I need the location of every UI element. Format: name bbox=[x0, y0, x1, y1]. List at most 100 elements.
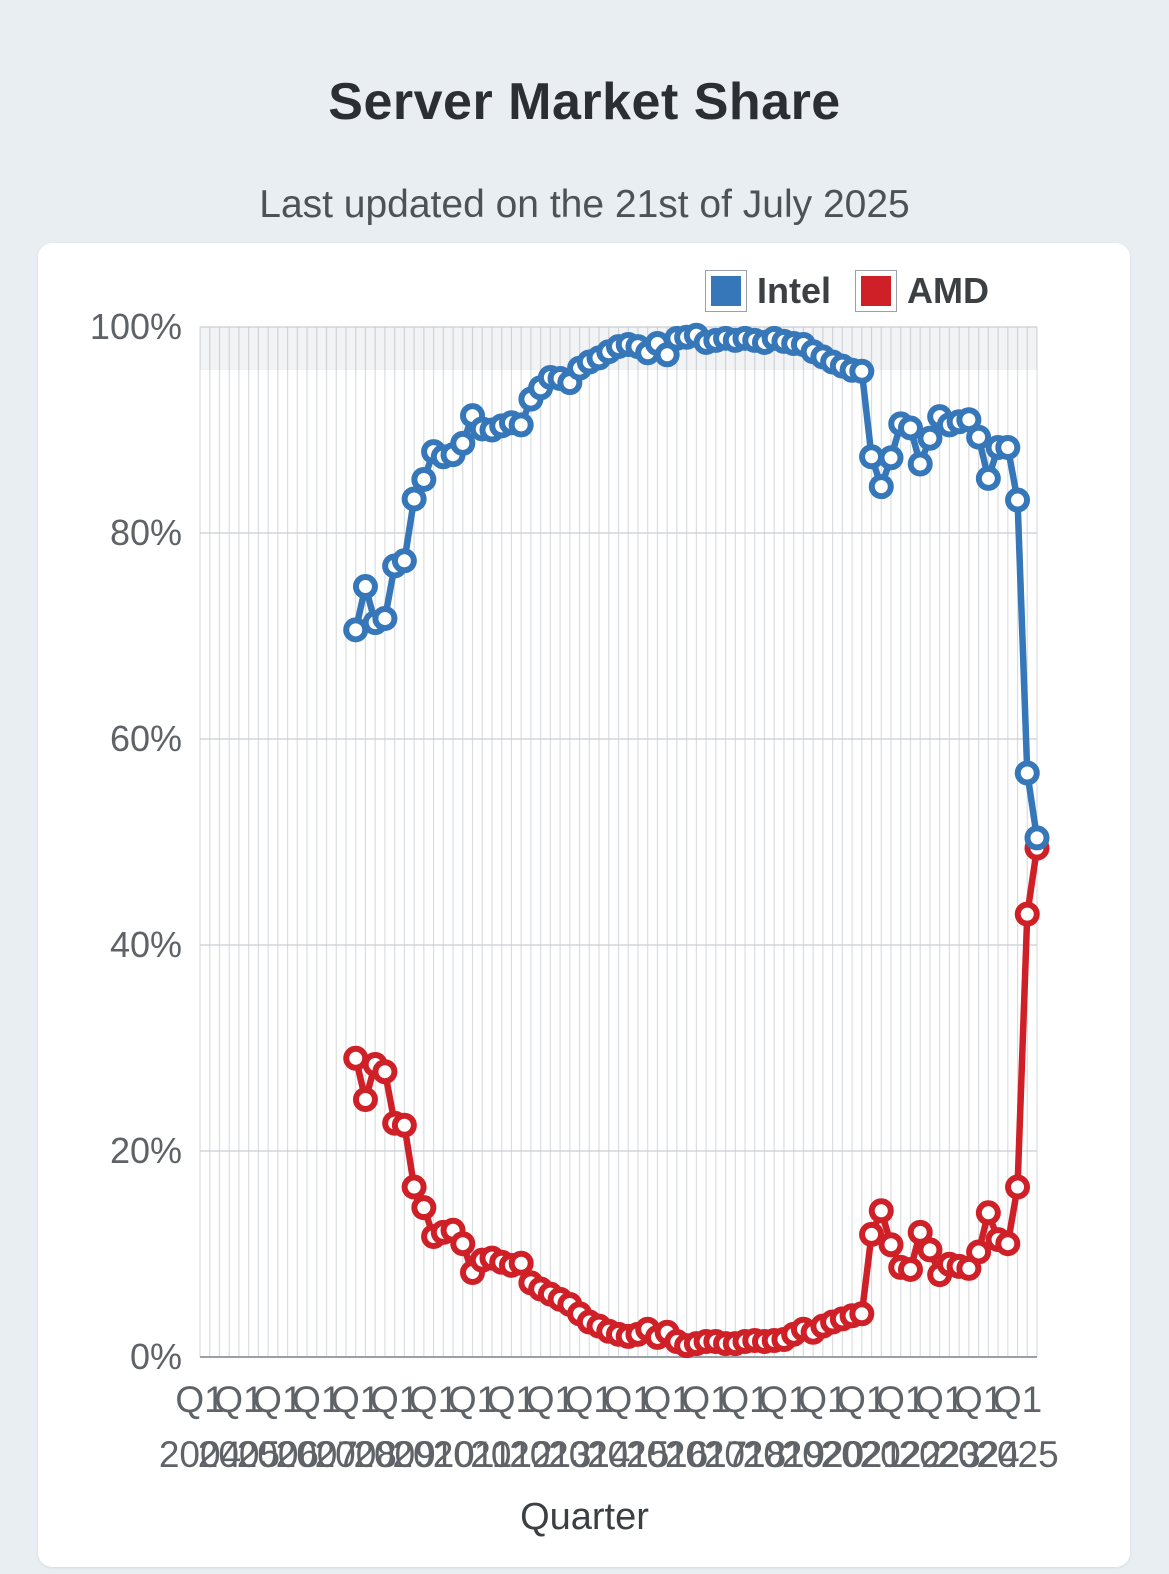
x-axis-tick-label-quarter: Q1 bbox=[292, 1379, 341, 1420]
amd-data-point[interactable] bbox=[401, 1174, 427, 1200]
x-axis-tick-label-year: 2016 bbox=[626, 1434, 708, 1475]
intel-data-point[interactable] bbox=[878, 445, 904, 471]
amd-data-point[interactable] bbox=[849, 1301, 875, 1327]
intel-data-point[interactable] bbox=[401, 486, 427, 512]
intel-data-point[interactable] bbox=[1024, 825, 1050, 851]
x-axis-tick-label-year: 2015 bbox=[587, 1434, 669, 1475]
x-axis-tick-label-year: 2007 bbox=[276, 1434, 358, 1475]
x-axis-title: Quarter bbox=[520, 1496, 649, 1538]
x-axis-tick-label-quarter: Q1 bbox=[487, 1379, 536, 1420]
x-axis-tick-label-year: 2024 bbox=[937, 1434, 1019, 1475]
x-axis-tick-label-quarter: Q1 bbox=[837, 1379, 886, 1420]
amd-data-point[interactable] bbox=[1005, 1174, 1031, 1200]
x-axis-tick-label-year: 2017 bbox=[665, 1434, 747, 1475]
intel-data-point[interactable] bbox=[450, 430, 476, 456]
intel-legend-label[interactable]: Intel bbox=[757, 270, 832, 311]
intel-data-point[interactable] bbox=[1005, 487, 1031, 513]
amd-data-point[interactable] bbox=[1014, 901, 1040, 927]
intel-data-point[interactable] bbox=[995, 435, 1021, 461]
intel-data-point[interactable] bbox=[917, 425, 943, 451]
intel-data-point[interactable] bbox=[391, 548, 417, 574]
y-axis-tick-label: 100% bbox=[90, 306, 182, 347]
intel-data-point[interactable] bbox=[352, 574, 378, 600]
amd-data-point[interactable] bbox=[391, 1112, 417, 1138]
x-axis-tick-label-quarter: Q1 bbox=[370, 1379, 419, 1420]
intel-data-point[interactable] bbox=[411, 466, 437, 492]
amd-data-point[interactable] bbox=[352, 1087, 378, 1112]
x-axis-tick-label-year: 2019 bbox=[743, 1434, 825, 1475]
x-axis-tick-label-year: 2010 bbox=[392, 1434, 474, 1475]
amd-data-point[interactable] bbox=[508, 1250, 534, 1276]
x-axis-tick-label-quarter: Q1 bbox=[331, 1379, 380, 1420]
page-subtitle: Last updated on the 21st of July 2025 bbox=[259, 183, 910, 226]
x-axis-tick-label-year: 2004 bbox=[159, 1434, 241, 1475]
amd-data-point[interactable] bbox=[450, 1231, 476, 1257]
amd-data-point[interactable] bbox=[859, 1221, 885, 1247]
intel-data-point[interactable] bbox=[966, 424, 992, 450]
intel-data-point[interactable] bbox=[849, 358, 875, 384]
x-axis-tick-label-quarter: Q1 bbox=[720, 1379, 769, 1420]
x-axis-tick-label-quarter: Q1 bbox=[759, 1379, 808, 1420]
amd-data-point[interactable] bbox=[966, 1239, 992, 1265]
x-axis-tick-label-quarter: Q1 bbox=[214, 1379, 263, 1420]
intel-data-point[interactable] bbox=[372, 605, 398, 631]
amd-data-point[interactable] bbox=[897, 1256, 923, 1282]
amd-data-point[interactable] bbox=[975, 1200, 1001, 1226]
x-axis-tick-label-quarter: Q1 bbox=[175, 1379, 224, 1420]
amd-data-point[interactable] bbox=[868, 1198, 894, 1224]
intel-data-point[interactable] bbox=[956, 407, 982, 433]
amd-color-fill bbox=[861, 276, 892, 306]
amd-data-point[interactable] bbox=[995, 1231, 1021, 1257]
amd-data-point[interactable] bbox=[411, 1195, 437, 1221]
amd-data-point[interactable] bbox=[878, 1232, 904, 1258]
intel-data-point[interactable] bbox=[907, 451, 933, 477]
intel-data-point[interactable] bbox=[868, 474, 894, 500]
intel-data-point[interactable] bbox=[1014, 760, 1040, 786]
x-axis-tick-label-year: 2014 bbox=[548, 1434, 630, 1475]
intel-legend-swatch-icon[interactable] bbox=[705, 270, 747, 312]
amd-data-point[interactable] bbox=[907, 1219, 933, 1245]
x-axis-tick-label-quarter: Q1 bbox=[604, 1379, 653, 1420]
y-axis-tick-label: 40% bbox=[110, 924, 182, 965]
amd-legend-label[interactable]: AMD bbox=[907, 270, 989, 311]
x-axis-tick-label-year: 2011 bbox=[433, 1434, 513, 1475]
x-axis-tick-label-quarter: Q1 bbox=[409, 1379, 458, 1420]
amd-legend-swatch-icon[interactable] bbox=[855, 270, 898, 312]
x-axis-tick-label-quarter: Q1 bbox=[526, 1379, 575, 1420]
x-axis-tick-label-year: 2022 bbox=[860, 1434, 942, 1475]
x-axis-tick-label-quarter: Q1 bbox=[993, 1379, 1042, 1420]
x-axis-tick-label-quarter: Q1 bbox=[876, 1379, 925, 1420]
intel-data-point[interactable] bbox=[975, 465, 1001, 491]
x-axis-tick-label-year: 2012 bbox=[470, 1434, 552, 1475]
amd-data-point[interactable] bbox=[343, 1045, 369, 1071]
intel-data-point[interactable] bbox=[343, 617, 369, 643]
amd-data-point[interactable] bbox=[372, 1059, 398, 1085]
x-axis-tick-label-year: 2020 bbox=[782, 1434, 864, 1475]
x-axis-tick-label-quarter: Q1 bbox=[253, 1379, 302, 1420]
y-axis-tick-label: 60% bbox=[110, 718, 182, 759]
x-axis-tick-label-quarter: Q1 bbox=[954, 1379, 1003, 1420]
x-axis-tick-label-year: 2023 bbox=[899, 1434, 981, 1475]
x-axis-tick-label-quarter: Q1 bbox=[798, 1379, 847, 1420]
x-axis-tick-label-quarter: Q1 bbox=[565, 1379, 614, 1420]
x-axis-tick-label-year: 2013 bbox=[509, 1434, 591, 1475]
intel-data-point[interactable] bbox=[508, 412, 534, 438]
y-axis-tick-label: 20% bbox=[110, 1130, 182, 1171]
y-axis-tick-label: 0% bbox=[130, 1336, 182, 1377]
x-axis-tick-label-year: 2021 bbox=[821, 1434, 903, 1475]
x-axis-tick-label-quarter: Q1 bbox=[642, 1379, 691, 1420]
x-axis-tick-label-quarter: Q1 bbox=[681, 1379, 730, 1420]
x-axis-tick-label-quarter: Q1 bbox=[448, 1379, 497, 1420]
intel-data-point[interactable] bbox=[859, 444, 885, 470]
x-axis-tick-label-quarter: Q1 bbox=[915, 1379, 964, 1420]
intel-color-fill bbox=[711, 276, 741, 306]
y-axis-tick-label: 80% bbox=[110, 512, 182, 553]
intel-data-point[interactable] bbox=[897, 415, 923, 441]
x-axis-tick-label-year: 2025 bbox=[976, 1434, 1058, 1475]
x-axis-tick-label-year: 2009 bbox=[353, 1434, 435, 1475]
amd-data-point[interactable] bbox=[917, 1237, 943, 1263]
x-axis-tick-label-year: 2005 bbox=[198, 1434, 280, 1475]
x-axis-tick-label-year: 2008 bbox=[315, 1434, 397, 1475]
chart-legend: Intel AMD bbox=[705, 268, 1003, 314]
